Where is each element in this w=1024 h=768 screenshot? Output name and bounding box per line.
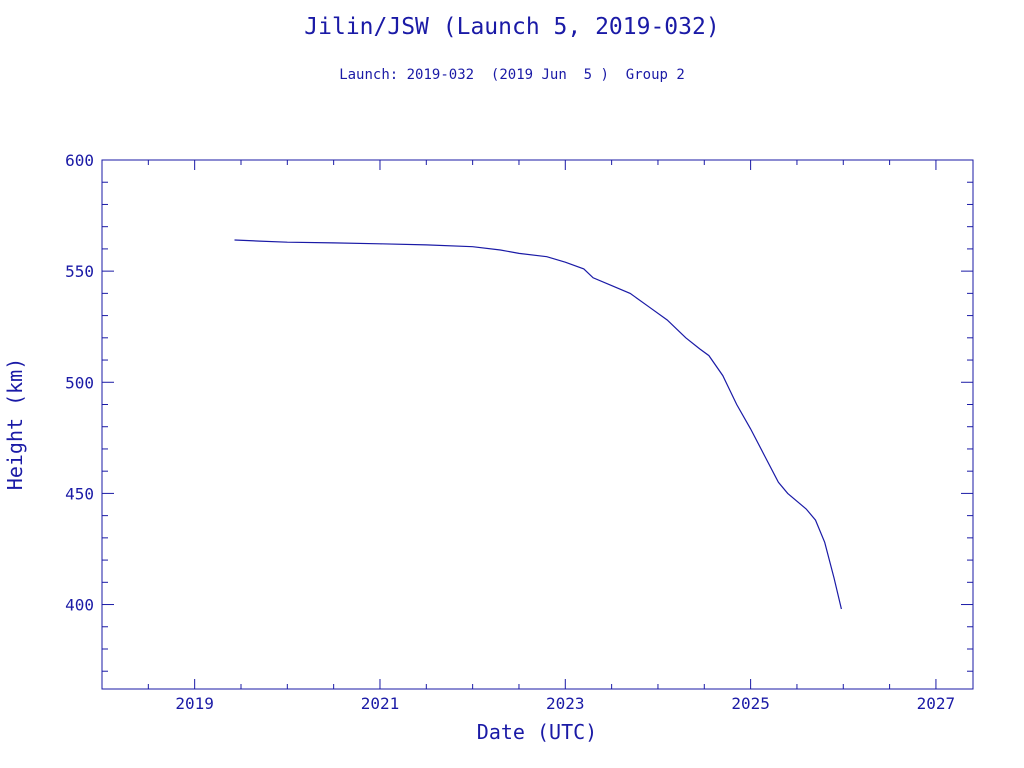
series-line: [234, 239, 842, 610]
x-tick-label: 2025: [731, 694, 770, 713]
y-tick-label: 600: [65, 151, 94, 170]
chart-subtitle: Launch: 2019-032 (2019 Jun 5 ) Group 2: [339, 67, 685, 83]
y-tick-label: 500: [65, 373, 94, 392]
y-tick-label: 400: [65, 596, 94, 615]
x-tick-label: 2023: [546, 694, 585, 713]
y-tick-label: 550: [65, 262, 94, 281]
x-tick-label: 2019: [175, 694, 214, 713]
axis-tick-labels: 2019 2021 2023 2025 2027 400 450 500 550 600: [65, 151, 955, 713]
y-tick-label: 450: [65, 484, 94, 503]
x-tick-label: 2027: [917, 694, 956, 713]
x-axis-label: Date (UTC): [477, 720, 597, 744]
x-tick-label: 2021: [361, 694, 400, 713]
y-axis-label: Height (km): [3, 358, 27, 490]
plot-frame: [101, 159, 974, 690]
chart-title: Jilin/JSW (Launch 5, 2019-032): [304, 14, 720, 40]
axis-ticks: [102, 159, 973, 689]
